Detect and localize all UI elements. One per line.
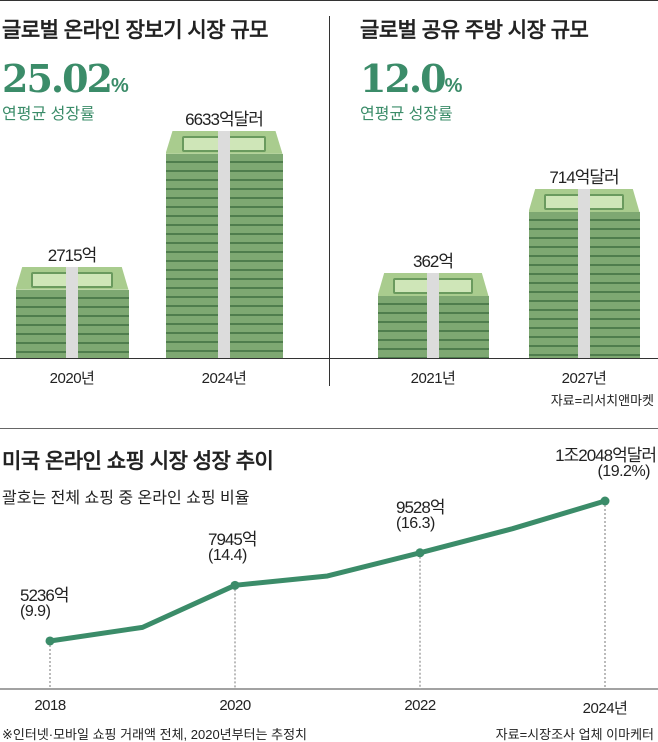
bar-value-label: 362억 xyxy=(412,252,454,272)
bar-category-label: 2020년 xyxy=(49,370,95,387)
bar-category-label: 2021년 xyxy=(410,370,456,387)
grocery-growth-label: 연평균 성장률 xyxy=(2,106,95,123)
paper-band xyxy=(66,266,78,358)
footnote: ※인터넷·모바일 쇼핑 거래액 전체, 2020년부터는 추정치 xyxy=(2,727,308,742)
series-line xyxy=(49,498,606,644)
bar-value-label: 2715억 xyxy=(47,245,97,265)
paper-band xyxy=(427,273,439,358)
shared-kitchen-growth-rate: 12.0% xyxy=(360,56,463,101)
paper-band xyxy=(218,130,230,358)
bar-category-label: 2024년 xyxy=(201,370,247,387)
data-point xyxy=(415,548,425,558)
data-value-label: 9528억 xyxy=(396,497,445,517)
bar-baseline xyxy=(0,358,658,359)
panel-divider xyxy=(329,16,330,386)
data-share-label: (14.4) xyxy=(208,547,247,565)
data-point xyxy=(45,636,55,646)
x-tick-label: 2020 xyxy=(219,697,251,714)
grocery-growth-rate: 25.02% xyxy=(2,56,129,101)
data-share-label: (19.2%) xyxy=(597,463,650,480)
money-stack-bar xyxy=(15,266,129,358)
shared-kitchen-source: 자료=리서치앤마켓 xyxy=(550,393,654,408)
data-share-label: (16.3) xyxy=(396,514,435,532)
us-online-subtitle: 괄호는 전체 쇼핑 중 온라인 쇼핑 비율 xyxy=(2,490,250,507)
top-rule xyxy=(0,0,658,1)
x-tick-label: 2022 xyxy=(404,697,436,714)
us-online-title: 미국 온라인 쇼핑 시장 성장 추이 xyxy=(2,450,274,473)
data-value-label: 7945억 xyxy=(208,530,257,550)
money-stack-bar xyxy=(165,130,283,358)
data-value-label: 5236억 xyxy=(20,585,69,605)
data-point xyxy=(600,496,610,506)
paper-band xyxy=(578,189,590,358)
bar-value-label: 6633억달러 xyxy=(185,109,264,129)
x-tick-label: 2018 xyxy=(34,697,66,714)
data-value-label: 1조2048억달러 xyxy=(555,446,657,465)
shared-kitchen-title: 글로벌 공유 주방 시장 규모 xyxy=(360,19,589,42)
data-point xyxy=(230,580,240,590)
data-share-label: (9.9) xyxy=(20,602,51,620)
bar-category-label: 2027년 xyxy=(561,370,607,387)
section-divider xyxy=(0,428,658,429)
money-stack-bar xyxy=(528,189,640,358)
money-stack-bar xyxy=(377,273,489,358)
shared-kitchen-growth-label: 연평균 성장률 xyxy=(360,106,453,123)
x-tick-label: 2024년 xyxy=(582,700,628,717)
grocery-title: 글로벌 온라인 장보기 시장 규모 xyxy=(2,19,269,42)
line-chart-source: 자료=시장조사 업체 이마케터 xyxy=(495,727,654,742)
bar-value-label: 714억달러 xyxy=(549,168,619,188)
